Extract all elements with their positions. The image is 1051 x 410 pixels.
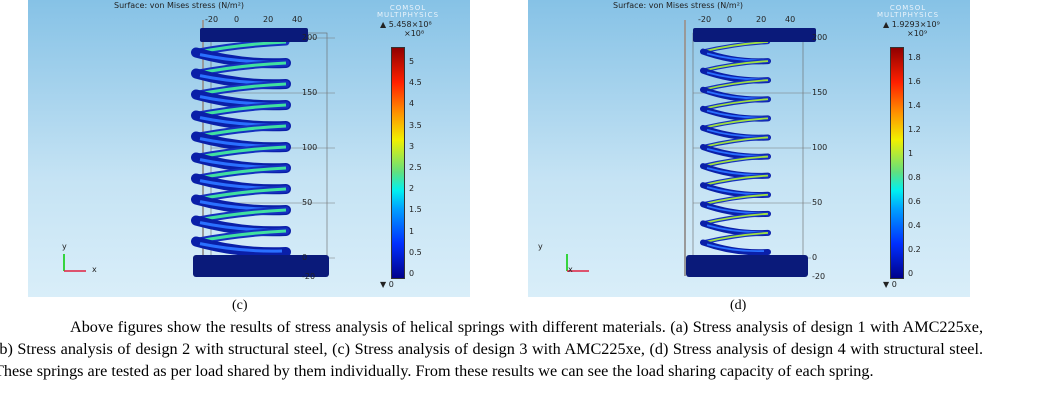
colorbar-tick: 1 <box>908 149 914 158</box>
colorbar-tick: 4.5 <box>409 78 422 88</box>
body-paragraph: Above figures show the results of stress… <box>0 316 983 382</box>
x-tick-label: -20 <box>698 15 712 24</box>
colorbar-tick: 0.8 <box>908 173 921 182</box>
colorbar-tick: 1.8 <box>908 53 921 62</box>
colorbar-tick: 0.5 <box>409 247 422 257</box>
colorbar-tick: 0.2 <box>908 245 921 254</box>
min-label: ▼ 0 <box>883 280 897 289</box>
x-tick-label: 40 <box>292 15 303 24</box>
coil-stress <box>702 60 769 72</box>
colorbar-tick: 4 <box>409 99 415 109</box>
triad-x-label: x <box>568 265 573 274</box>
coil-stress <box>702 232 769 244</box>
coil-stress <box>702 155 769 167</box>
figure-c-stress-plot: Surface: von Mises stress (N/m²) COMSOL … <box>28 0 470 297</box>
y-tick-label: 50 <box>302 198 313 207</box>
comsol-logo: COMSOL MULTIPHYSICS <box>876 4 940 19</box>
x-tick-label: 40 <box>785 15 796 24</box>
colorbar-tick: 0.4 <box>908 221 921 230</box>
figure-d-stress-plot: Surface: von Mises stress (N/m²) COMSOL … <box>528 0 970 297</box>
y-tick-label: 200 <box>302 33 318 42</box>
colorbar-tick: 1.4 <box>908 101 921 110</box>
x-tick-label: 0 <box>727 15 733 24</box>
y-tick-label: 100 <box>812 143 828 152</box>
triad-y-label: y <box>62 242 67 251</box>
colorbar-tick: 1.6 <box>908 77 921 86</box>
min-label: ▼ 0 <box>380 280 394 289</box>
y-tick-label: 150 <box>812 88 828 97</box>
colorbar-tick: 3 <box>409 141 415 151</box>
coil-stress <box>702 98 769 110</box>
comsol-logo: COMSOL MULTIPHYSICS <box>376 4 440 19</box>
plot-title: Surface: von Mises stress (N/m²) <box>114 1 245 10</box>
spring-d-render <box>566 20 816 277</box>
colorbar-tick: 0 <box>409 269 415 278</box>
x-tick-label: -20 <box>205 15 219 24</box>
coil-stress <box>702 79 769 91</box>
bottom-plate <box>193 255 329 277</box>
x-tick-label: 0 <box>234 15 240 24</box>
coil-stress <box>702 193 769 206</box>
colorbar <box>391 47 405 279</box>
colorbar-tick: 2 <box>409 184 415 194</box>
y-tick-label: 0 <box>302 253 308 262</box>
colorbar-tick: 5 <box>409 57 415 66</box>
y-tick-label: 0 <box>812 253 818 262</box>
bottom-plate <box>686 255 808 277</box>
y-tick-label: -20 <box>812 272 826 281</box>
paragraph-text: Above figures show the results of stress… <box>0 318 983 380</box>
spring-c-render <box>63 20 335 277</box>
top-plate <box>200 28 308 42</box>
coil-highlight <box>199 242 283 253</box>
caption-d: (d) <box>730 298 747 313</box>
colorbar-tick: 1.2 <box>908 125 921 134</box>
max-label: ▲ 5.458×10⁸ ×10⁸ <box>380 20 432 38</box>
y-tick-label: 100 <box>302 143 318 152</box>
triad-y-label: y <box>538 242 543 251</box>
colorbar-tick: 0.6 <box>908 197 921 206</box>
y-tick-label: 50 <box>812 198 823 207</box>
colorbar-tick: 2.5 <box>409 163 422 172</box>
coil-stress <box>702 117 769 129</box>
y-tick-label: 200 <box>812 33 828 42</box>
colorbar-tick: 0 <box>908 269 914 278</box>
coil-highlight <box>706 243 765 253</box>
x-tick-label: 20 <box>263 15 274 24</box>
coil-stress <box>702 212 769 225</box>
colorbar-tick: 1.5 <box>409 205 422 215</box>
colorbar-tick: 3.5 <box>409 120 422 130</box>
y-tick-label: -20 <box>302 272 316 281</box>
triad-x-label: x <box>92 265 97 274</box>
coil-stress <box>702 41 769 53</box>
top-plate <box>693 28 816 42</box>
caption-c: (c) <box>232 298 248 313</box>
coil-stress <box>702 136 769 148</box>
plot-title: Surface: von Mises stress (N/m²) <box>613 1 744 10</box>
max-label: ▲ 1.9293×10⁹ ×10⁹ <box>883 20 940 38</box>
x-tick-label: 20 <box>756 15 767 24</box>
y-tick-label: 150 <box>302 88 318 97</box>
colorbar-tick: 1 <box>409 226 415 236</box>
coil-stress <box>702 174 769 187</box>
colorbar <box>890 47 904 279</box>
